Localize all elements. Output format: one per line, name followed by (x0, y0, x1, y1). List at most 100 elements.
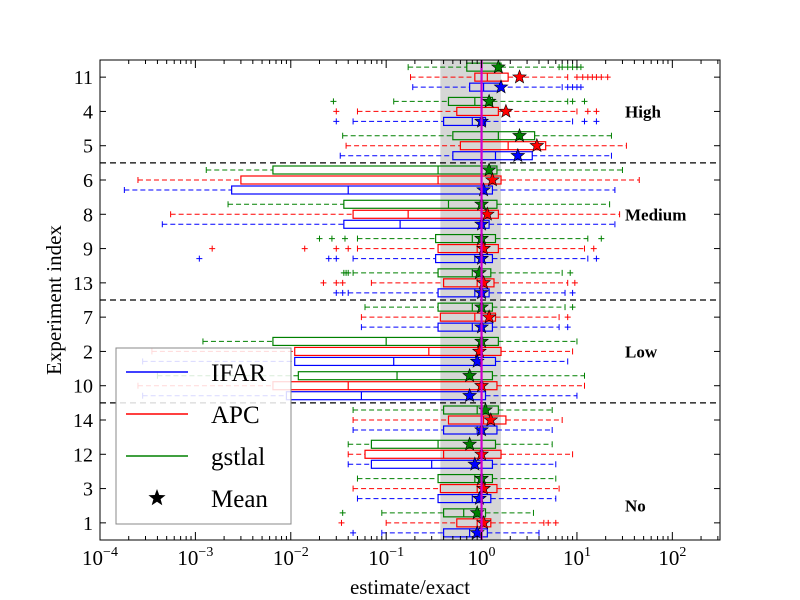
outlier-marker (577, 84, 584, 91)
legend-box (115, 347, 292, 525)
outlier-marker (552, 519, 559, 526)
group-label-low: Low (625, 342, 658, 361)
mean-star-APC-7 (481, 309, 497, 324)
legend-label-apc: APC (211, 402, 260, 429)
box-APC-7 (360, 312, 571, 322)
outlier-marker (301, 245, 308, 252)
outlier-marker (571, 279, 578, 286)
y-tick-label: 1 (83, 513, 93, 535)
y-tick-label: 14 (73, 410, 93, 432)
outlier-marker (333, 255, 340, 262)
x-tick-label: 101 (563, 545, 591, 570)
outlier-marker (333, 245, 340, 252)
box-body (231, 185, 494, 195)
box-body (439, 483, 498, 494)
box-body (437, 243, 499, 254)
mean-star-gstlal-10 (462, 367, 478, 383)
box-APC-13 (320, 278, 578, 288)
box-APC-8 (170, 209, 621, 219)
x-tick-base: 10 (82, 546, 103, 570)
outlier-marker (350, 529, 357, 536)
mean-star-APC-3 (476, 480, 492, 495)
box-body (442, 425, 498, 435)
box-body (240, 175, 502, 185)
boxes-layer (123, 62, 640, 538)
y-axis-label: Experiment index (42, 225, 66, 375)
x-tick-label: 10−2 (273, 545, 309, 570)
box-body (474, 72, 509, 82)
outlier-marker (330, 98, 337, 105)
group-label-no: No (625, 497, 646, 516)
x-tick-base: 10 (468, 546, 489, 570)
box-IFAR-12 (347, 459, 557, 469)
box-body (437, 302, 494, 312)
experiment-row-13 (320, 268, 578, 298)
box-body (447, 415, 507, 425)
y-tick-label: 5 (83, 136, 93, 158)
outlier-marker (339, 279, 346, 286)
outlier-marker (569, 98, 576, 105)
x-tick-base: 10 (563, 546, 584, 570)
outlier-marker (581, 118, 588, 125)
x-axis-label: estimate/exact (350, 575, 470, 599)
mean-star-APC-2 (471, 343, 487, 358)
outlier-marker (598, 74, 605, 81)
outlier-marker (339, 509, 346, 516)
box-gstlal-5 (342, 131, 612, 141)
legend-label-gstlal: gstlal (211, 444, 265, 471)
experiment-row-7 (360, 302, 576, 332)
box-gstlal-3 (356, 473, 557, 484)
group-labels: High Medium Low No (625, 102, 686, 515)
box-body (370, 439, 497, 449)
experiment-row-6 (123, 165, 640, 195)
mean-star-APC-4 (498, 103, 514, 118)
box-body (452, 151, 533, 161)
y-tick-labels: 11 4 5 6 8 9 13 7 2 10 14 12 3 1 (73, 67, 93, 535)
outlier-marker (593, 108, 600, 115)
outlier-marker (577, 64, 584, 71)
box-body (442, 508, 487, 518)
box-IFAR-9 (196, 253, 600, 264)
mean-star-IFAR-6 (476, 182, 492, 197)
outlier-marker (328, 235, 335, 242)
experiment-row-5 (339, 131, 627, 161)
outlier-marker (584, 108, 591, 115)
box-gstlal-6 (205, 165, 623, 175)
mean-star-APC-5 (529, 137, 545, 153)
box-IFAR-6 (123, 185, 616, 195)
box-body (437, 268, 492, 278)
mean-star-APC-9 (476, 240, 492, 255)
outlier-marker (333, 118, 340, 125)
legend: IFAR APC gstlal Mean (115, 347, 292, 525)
mean-star-APC-6 (484, 172, 500, 187)
box-body (456, 518, 492, 528)
experiment-row-14 (352, 405, 563, 435)
box-body (294, 346, 502, 357)
box-body (364, 449, 502, 459)
mean-star-APC-11 (512, 69, 527, 84)
box-APC-6 (137, 175, 640, 185)
mean-star-gstlal-5 (512, 127, 527, 143)
box-body (459, 141, 547, 151)
box-gstlal-9 (316, 233, 605, 244)
mean-star-IFAR-12 (467, 456, 483, 471)
experiment-row-2 (142, 336, 578, 367)
x-tick-label: 10−3 (177, 545, 213, 570)
box-APC-12 (347, 449, 574, 459)
group-label-medium: Medium (625, 205, 686, 224)
box-IFAR-7 (360, 322, 571, 332)
x-tick-base: 10 (273, 546, 294, 570)
mean-star-gstlal-11 (490, 59, 506, 74)
outlier-marker (320, 279, 327, 286)
box-body (437, 322, 494, 332)
outlier-marker (339, 289, 346, 296)
box-gstlal-7 (364, 302, 576, 312)
box-body (456, 106, 499, 117)
box-IFAR-3 (356, 493, 557, 504)
box-body (437, 288, 490, 298)
box-APC-2 (151, 346, 574, 357)
box-body (437, 493, 492, 504)
outlier-marker (598, 235, 605, 242)
box-body (435, 253, 494, 264)
